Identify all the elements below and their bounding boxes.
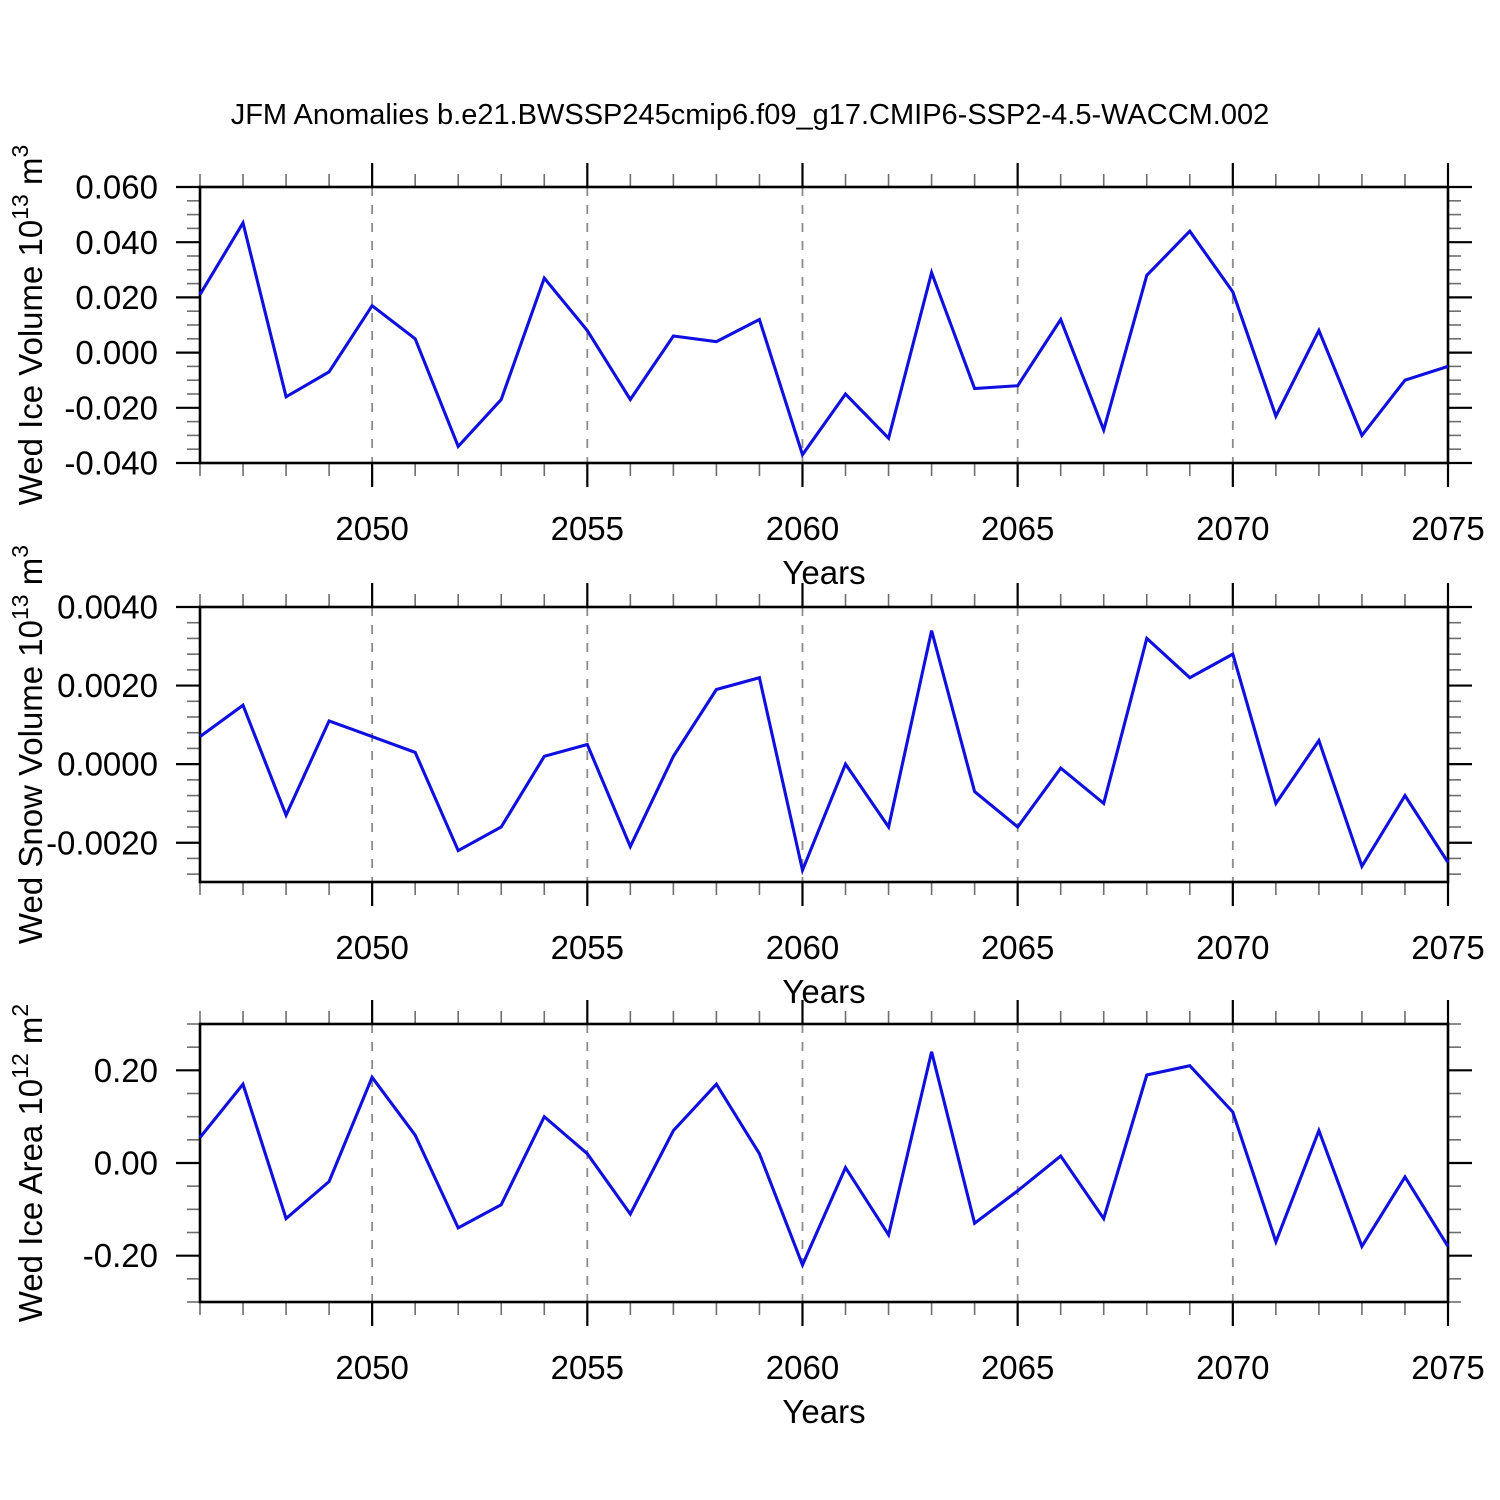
y-tick-label: 0.060 bbox=[75, 169, 158, 206]
x-tick-label: 2065 bbox=[981, 1349, 1054, 1386]
x-axis-title: Years bbox=[782, 1393, 865, 1430]
y-axis-title: Wed Ice Volume 1013 m3 bbox=[7, 145, 49, 506]
y-tick-label: 0.0020 bbox=[57, 667, 158, 704]
y-tick-label: 0.00 bbox=[94, 1145, 158, 1182]
data-line-wed-ice-area bbox=[198, 1051, 1450, 1269]
y-tick-label: 0.20 bbox=[94, 1052, 158, 1089]
x-tick-label: 2065 bbox=[981, 510, 1054, 547]
x-tick-label: 2075 bbox=[1411, 1349, 1484, 1386]
y-tick-label: 0.040 bbox=[75, 224, 158, 261]
x-tick-label: 2065 bbox=[981, 929, 1054, 966]
y-axis-title: Wed Ice Area 1012 m2 bbox=[7, 1004, 49, 1322]
panel-wed-ice-volume: 0.060 0.040 0.020 0.000 -0.020 -0.040 2050 2055… bbox=[7, 145, 1485, 591]
y-tick-label: 0.000 bbox=[75, 334, 158, 371]
x-tick-label: 2060 bbox=[766, 929, 839, 966]
plot-frame bbox=[198, 185, 1450, 465]
y-tick-label: 0.0000 bbox=[57, 746, 158, 783]
plot-frame bbox=[198, 605, 1450, 884]
plot-frame bbox=[198, 1022, 1450, 1304]
data-line-wed-snow-volume bbox=[199, 630, 1450, 876]
y-tick-label: -0.020 bbox=[64, 389, 158, 426]
chart-title: JFM Anomalies b.e21.BWSSP245cmip6.f09_g1… bbox=[230, 99, 1270, 131]
panel-wed-ice-area: 0.20 0.00 -0.20 2050 2055 2060 2065 2070 2075 Yea… bbox=[7, 1000, 1485, 1430]
y-tick-label: -0.20 bbox=[83, 1237, 158, 1274]
x-tick-label: 2055 bbox=[551, 510, 624, 547]
x-tick-label: 2070 bbox=[1196, 929, 1269, 966]
x-tick-label: 2055 bbox=[551, 1349, 624, 1386]
x-tick-label: 2050 bbox=[335, 510, 408, 547]
x-tick-label: 2055 bbox=[551, 929, 624, 966]
panel-wed-snow-volume: 0.0040 0.0020 0.0000 -0.0020 2050 2055 2060 206… bbox=[7, 545, 1485, 1010]
data-line-wed-ice-volume bbox=[198, 218, 1449, 459]
y-tick-label: 0.0040 bbox=[57, 589, 158, 626]
x-tick-label: 2060 bbox=[766, 510, 839, 547]
x-axis-title: Years bbox=[782, 554, 865, 591]
x-tick-label: 2075 bbox=[1411, 929, 1484, 966]
x-tick-label: 2050 bbox=[335, 1349, 408, 1386]
x-axis-title: Years bbox=[782, 973, 865, 1010]
y-tick-label: 0.020 bbox=[75, 279, 158, 316]
x-tick-label: 2050 bbox=[335, 929, 408, 966]
x-tick-label: 2070 bbox=[1196, 1349, 1269, 1386]
y-axis-title: Wed Snow Volume 1013 m3 bbox=[7, 545, 49, 944]
x-tick-label: 2070 bbox=[1196, 510, 1269, 547]
x-tick-label: 2060 bbox=[766, 1349, 839, 1386]
x-tick-label: 2075 bbox=[1411, 510, 1484, 547]
y-tick-label: -0.040 bbox=[64, 445, 158, 482]
y-tick-label: -0.0020 bbox=[46, 824, 158, 861]
